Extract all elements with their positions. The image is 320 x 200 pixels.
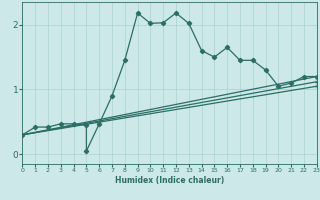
X-axis label: Humidex (Indice chaleur): Humidex (Indice chaleur) [115, 176, 224, 185]
